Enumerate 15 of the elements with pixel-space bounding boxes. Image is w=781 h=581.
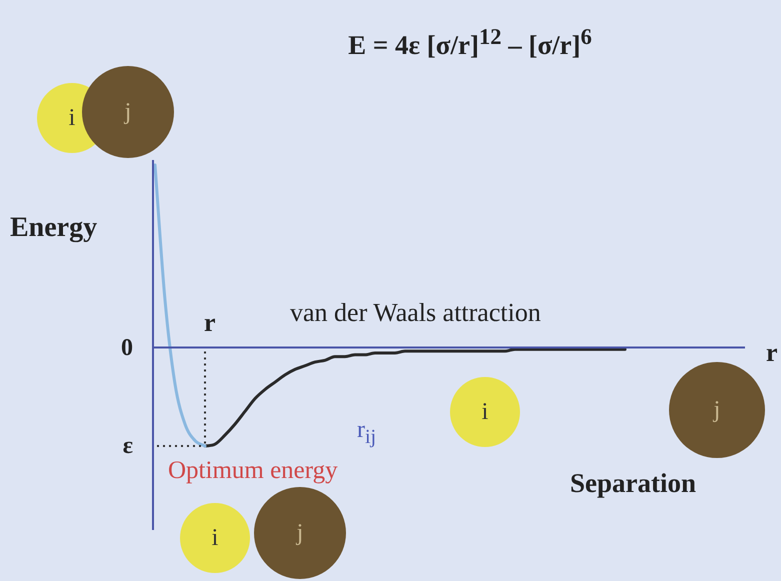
- sphere-icon: j: [669, 362, 765, 458]
- text: 0: [121, 334, 133, 360]
- sphere-icon: j: [82, 66, 174, 158]
- text: Optimum energy: [168, 457, 338, 484]
- chart-title: E = 4ε [σ/r]$^{12}$ – [σ/r]$^{6}$: [348, 24, 592, 60]
- sphere-icon: i: [180, 503, 250, 573]
- sphere-icon: j: [254, 487, 346, 579]
- annotation: van der Waals attraction: [290, 298, 541, 327]
- text: r: [766, 338, 778, 367]
- y-axis-title: Energy: [10, 212, 98, 243]
- x-axis-title: Separation: [570, 468, 696, 498]
- annotation: r: [204, 308, 216, 337]
- sphere-icon: i: [450, 377, 520, 447]
- text: ε: [122, 433, 133, 460]
- annotation: r$_{ij}$: [357, 417, 376, 448]
